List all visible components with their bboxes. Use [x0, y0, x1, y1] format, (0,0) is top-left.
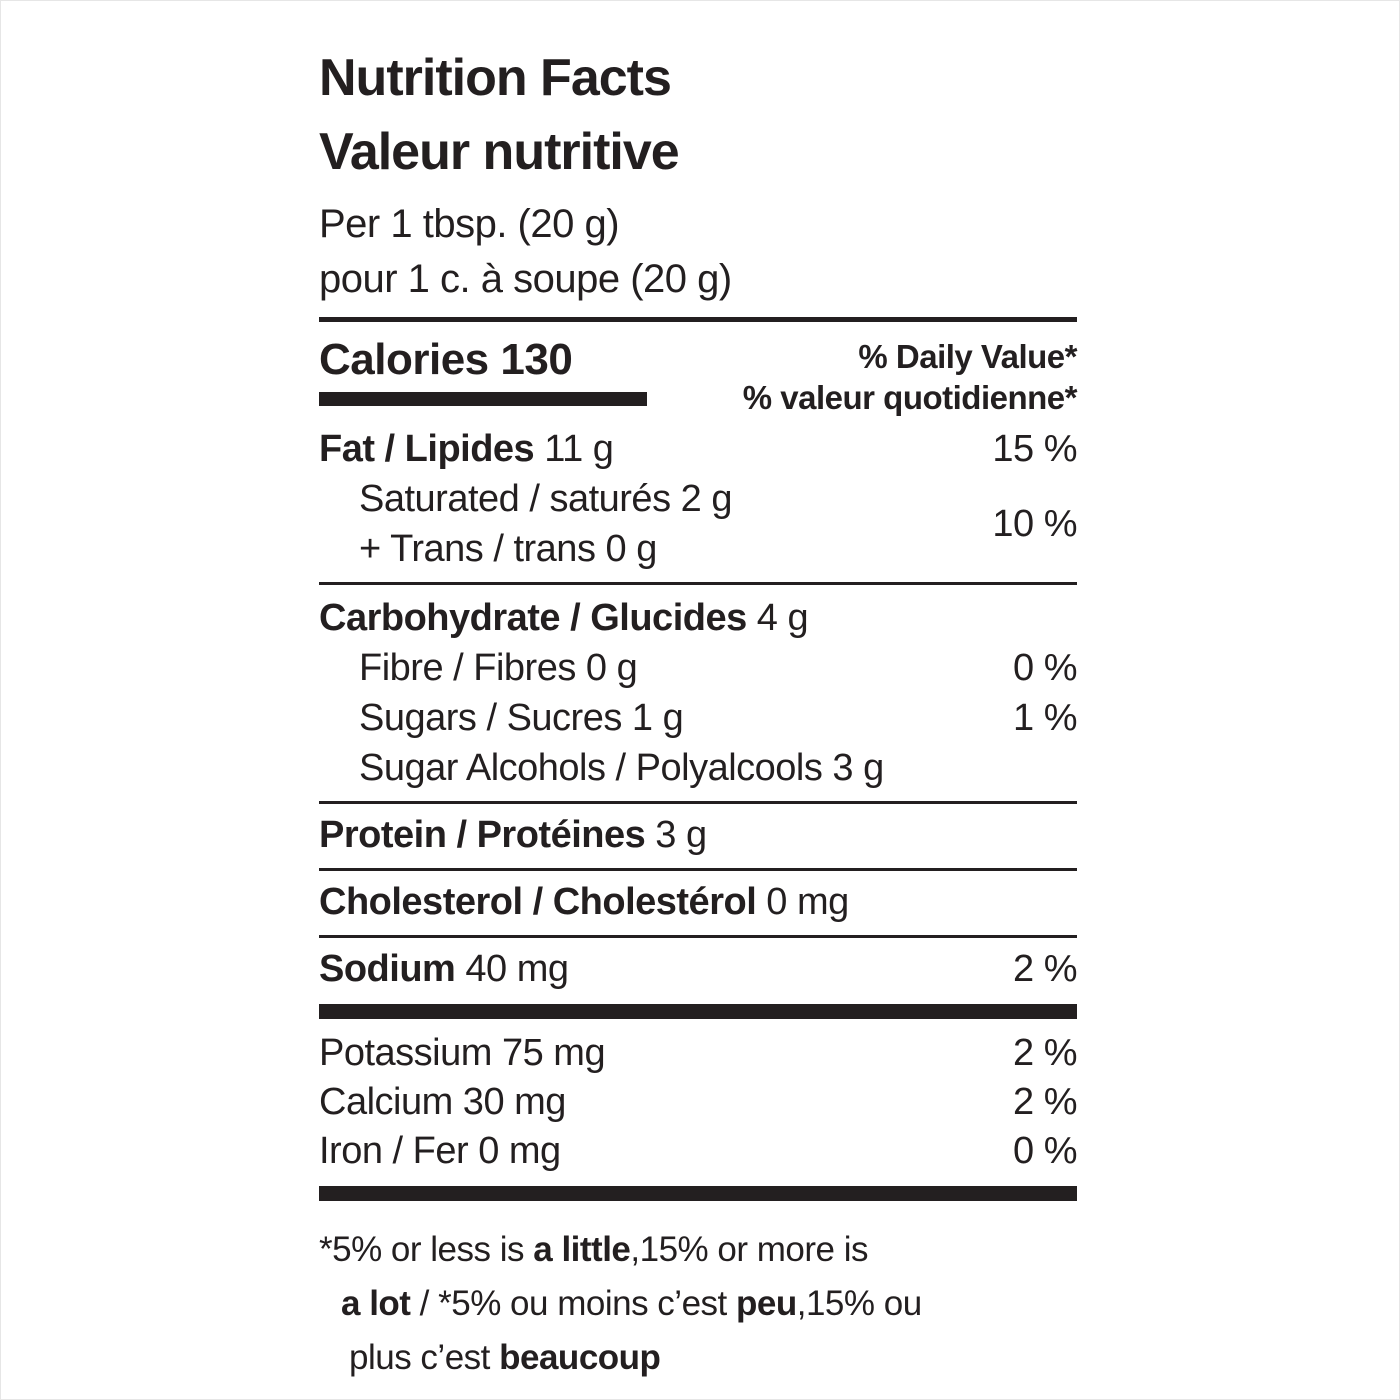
- calories-label: Calories: [319, 335, 489, 384]
- separator-carb-protein: [319, 801, 1077, 804]
- carbohydrate-label: Carbohydrate / Glucides 4 g: [319, 597, 809, 639]
- separator-bottom-bar: [319, 1186, 1077, 1201]
- footnote-line-1: *5% or less is a little,15% or more is: [319, 1230, 868, 1269]
- serving-size: Per 1 tbsp. (20 g) pour 1 c. à soupe (20…: [319, 197, 1077, 307]
- saturated-trans-dv: 10 %: [992, 503, 1077, 545]
- footnote: *5% or less is a little,15% or more is a…: [319, 1223, 1077, 1385]
- calories-section: Calories 130 % Daily Value* % valeur quo…: [319, 336, 1078, 418]
- calories-underline-bar: [319, 392, 647, 406]
- fat-dv: 15 %: [992, 428, 1077, 470]
- row-calcium: Calcium 30 mg 2 %: [319, 1078, 1077, 1127]
- daily-value-header: % Daily Value* % valeur quotidienne*: [742, 336, 1078, 418]
- calcium-dv: 2 %: [1013, 1081, 1077, 1123]
- row-carbohydrate: Carbohydrate / Glucides 4 g: [319, 593, 1077, 643]
- fibre-label: Fibre / Fibres 0 g: [359, 647, 638, 689]
- separator-cholesterol-sodium: [319, 935, 1077, 938]
- footnote-line-2: a lot / *5% ou moins c’est peu,15% ou: [341, 1284, 922, 1323]
- separator-top: [319, 317, 1077, 322]
- row-potassium: Potassium 75 mg 2 %: [319, 1029, 1077, 1078]
- sugars-label: Sugars / Sucres 1 g: [359, 697, 684, 739]
- cholesterol-label: Cholesterol / Cholestérol 0 mg: [319, 881, 849, 923]
- potassium-dv: 2 %: [1013, 1032, 1077, 1074]
- sugar-alcohols-label: Sugar Alcohols / Polyalcools 3 g: [359, 747, 884, 789]
- title-fr: Valeur nutritive: [319, 123, 680, 181]
- minerals-section: Potassium 75 mg 2 % Calcium 30 mg 2 % Ir…: [319, 1029, 1077, 1176]
- separator-fat-carb: [319, 582, 1077, 585]
- fibre-dv: 0 %: [1013, 647, 1077, 689]
- row-protein: Protein / Protéines 3 g: [319, 810, 1077, 860]
- separator-protein-cholesterol: [319, 868, 1077, 871]
- iron-dv: 0 %: [1013, 1130, 1077, 1172]
- sodium-dv: 2 %: [1013, 948, 1077, 990]
- row-saturated-trans: Saturated / saturés 2 g + Trans / trans …: [319, 474, 1077, 574]
- footnote-line-3: plus c’est beaucoup: [349, 1338, 661, 1377]
- potassium-label: Potassium 75 mg: [319, 1032, 606, 1074]
- row-cholesterol: Cholesterol / Cholestérol 0 mg: [319, 877, 1077, 927]
- sodium-label: Sodium 40 mg: [319, 948, 569, 990]
- sugars-dv: 1 %: [1013, 697, 1077, 739]
- serving-size-en: Per 1 tbsp. (20 g): [319, 202, 620, 246]
- saturated-label: Saturated / saturés 2 g: [359, 478, 732, 520]
- row-fibre: Fibre / Fibres 0 g 0 %: [319, 643, 1077, 693]
- fat-label: Fat / Lipides 11 g: [319, 428, 614, 470]
- calories-block: Calories 130: [319, 336, 651, 418]
- saturated-trans-labels: Saturated / saturés 2 g + Trans / trans …: [319, 474, 732, 574]
- calories-row: Calories 130: [319, 336, 651, 384]
- protein-label: Protein / Protéines 3 g: [319, 814, 707, 856]
- row-sugar-alcohols: Sugar Alcohols / Polyalcools 3 g: [319, 743, 1077, 793]
- row-sugars: Sugars / Sucres 1 g 1 %: [319, 693, 1077, 743]
- nutrition-facts-label: Nutrition Facts Valeur nutritive Per 1 t…: [319, 41, 1078, 1385]
- serving-size-fr: pour 1 c. à soupe (20 g): [319, 257, 732, 301]
- row-iron: Iron / Fer 0 mg 0 %: [319, 1127, 1077, 1176]
- calcium-label: Calcium 30 mg: [319, 1081, 566, 1123]
- calories-value: 130: [500, 335, 573, 384]
- row-fat: Fat / Lipides 11 g 15 %: [319, 424, 1077, 474]
- iron-label: Iron / Fer 0 mg: [319, 1130, 561, 1172]
- daily-value-header-fr: % valeur quotidienne*: [742, 379, 1078, 416]
- row-sodium: Sodium 40 mg 2 %: [319, 944, 1077, 994]
- daily-value-header-en: % Daily Value*: [858, 338, 1077, 375]
- trans-label: + Trans / trans 0 g: [359, 528, 657, 570]
- separator-sodium-minerals-bar: [319, 1004, 1077, 1019]
- title-en: Nutrition Facts: [319, 49, 672, 107]
